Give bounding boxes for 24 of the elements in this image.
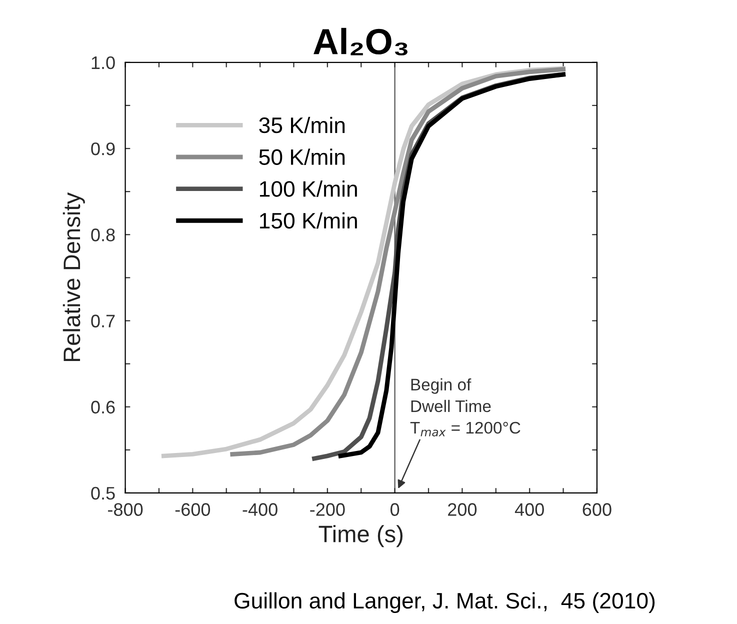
annotation: Begin of Dwell Time T$_{max}$ = 1200°C bbox=[410, 378, 520, 436]
y-axis-title: Relative Density bbox=[62, 192, 85, 362]
y-tick-label: 0.8 bbox=[91, 228, 115, 242]
x-tick-label: -400 bbox=[242, 503, 278, 516]
line-series bbox=[230, 67, 566, 456]
y-tick-label: 1.0 bbox=[92, 56, 115, 70]
y-tick-label: 0.7 bbox=[91, 314, 115, 328]
legend-label: 150 K/min bbox=[260, 212, 357, 229]
y-tick-label: 0.9 bbox=[91, 142, 115, 156]
legend-label: 100 K/min bbox=[260, 180, 357, 197]
x-tick-label: -800 bbox=[108, 503, 143, 516]
y-tick-label: 0.6 bbox=[91, 400, 115, 414]
text: Guillon and Langer, J. Mat. Sci., 45 (2010) bbox=[234, 592, 655, 614]
x-tick-label: 0 bbox=[390, 503, 400, 516]
legend-label: 50 K/min bbox=[259, 148, 345, 165]
x-tick-label: -200 bbox=[310, 503, 345, 516]
x-axis-title: Time (s) bbox=[318, 525, 403, 548]
legend-label: 35 K/min bbox=[259, 116, 345, 134]
x-tick-label: 600 bbox=[582, 503, 612, 516]
y-tick-label: 0.5 bbox=[91, 486, 115, 500]
x-tick-label: 200 bbox=[448, 503, 477, 516]
x-tick-label: -600 bbox=[175, 503, 210, 516]
x-tick-label: 400 bbox=[514, 503, 544, 516]
chart-title: Al₂O₃ bbox=[314, 28, 408, 56]
